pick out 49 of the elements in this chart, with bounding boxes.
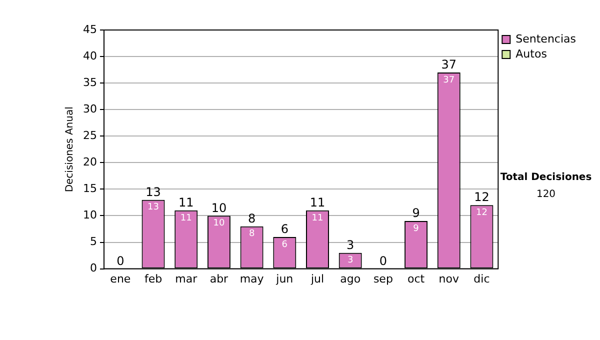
text: 120 (535, 189, 557, 200)
y-tick-label: 30 (82, 102, 97, 116)
data-label: 11 (312, 213, 324, 224)
x-tick-label: feb (144, 272, 162, 286)
total-label: 6 (280, 222, 288, 236)
data-label: 9 (413, 224, 420, 234)
text: Total Decisiones (499, 172, 593, 183)
total-label: 0 (379, 254, 388, 268)
total-label: 11 (178, 196, 194, 210)
total-label: 10 (211, 200, 227, 215)
data-label: 10 (213, 218, 225, 229)
x-tick-label: may (240, 272, 264, 286)
total-label: 12 (474, 190, 490, 204)
total-label: 3 (346, 238, 354, 252)
y-tick-label: 45 (82, 22, 97, 36)
x-tick-label: mar (175, 272, 198, 286)
y-tick-label: 10 (82, 208, 97, 222)
y-tick-label: 40 (82, 49, 97, 62)
total-label: 9 (412, 206, 420, 220)
total-label: 8 (248, 211, 256, 226)
y-tick-label: 35 (82, 76, 97, 89)
x-tick-label: ago (340, 272, 361, 286)
y-tick-label: 25 (82, 128, 97, 142)
total-label: 13 (146, 184, 161, 199)
total-label: 37 (441, 58, 457, 72)
y-axis-title: Decisiones Anual (64, 106, 76, 192)
y-tick-label: 15 (82, 182, 97, 196)
y-tick-label: 5 (90, 235, 97, 248)
data-label: 11 (180, 213, 192, 224)
x-tick-label: jun (275, 272, 294, 286)
x-tick-label: ene (110, 272, 131, 286)
total-label: 0 (116, 254, 124, 268)
x-tick-label: sep (373, 272, 393, 286)
x-tick-label: dic (474, 272, 490, 286)
data-label: 12 (476, 208, 488, 218)
data-label: 37 (443, 75, 455, 86)
x-tick-label: nov (438, 272, 460, 286)
data-label: 3 (347, 256, 354, 266)
x-tick-label: jul (310, 272, 324, 286)
data-label: 13 (148, 202, 159, 213)
y-tick-label: 20 (82, 156, 97, 169)
legend-label: Autos (516, 47, 548, 60)
data-label: 6 (282, 240, 288, 250)
y-tick-label: 0 (90, 262, 97, 275)
x-tick-label: oct (407, 272, 426, 286)
data-label: 8 (248, 229, 255, 240)
legend-label: Sentencias (516, 32, 576, 46)
total-label: 11 (310, 196, 326, 210)
x-tick-label: abr (210, 272, 229, 286)
